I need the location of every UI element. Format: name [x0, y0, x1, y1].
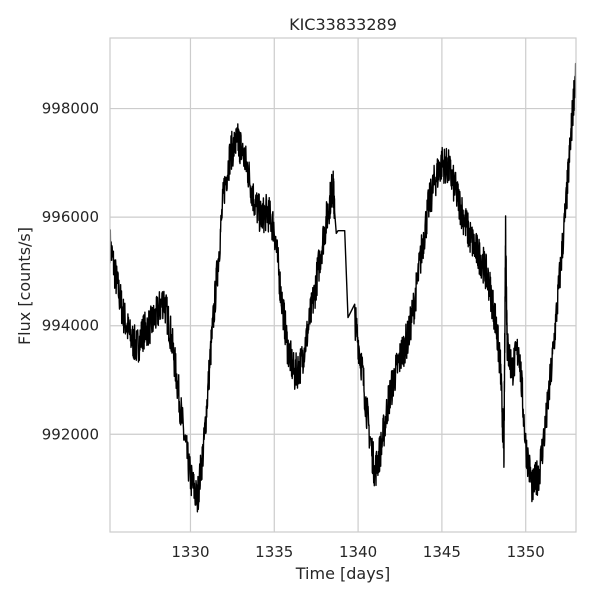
chart-title: KIC33833289 [289, 15, 397, 34]
flux-line [110, 62, 576, 513]
x-tick-label: 1345 [423, 543, 461, 561]
x-ticks: 1330 1335 1340 1345 1350 [171, 543, 544, 561]
grid [110, 38, 576, 532]
flux-series [110, 62, 576, 513]
plot-frame [109, 37, 577, 533]
x-tick-label: 1350 [507, 543, 545, 561]
x-tick-label: 1330 [171, 543, 209, 561]
x-axis-label: Time [days] [295, 564, 391, 583]
x-tick-label: 1335 [255, 543, 293, 561]
y-tick-label: 996000 [42, 208, 99, 226]
x-tick-label: 1340 [339, 543, 377, 561]
y-tick-label: 994000 [42, 317, 99, 335]
y-tick-label: 998000 [42, 100, 99, 118]
y-tick-label: 992000 [42, 425, 99, 443]
y-ticks: 992000 994000 996000 998000 [42, 100, 99, 444]
y-axis-label: Flux [counts/s] [15, 227, 34, 345]
